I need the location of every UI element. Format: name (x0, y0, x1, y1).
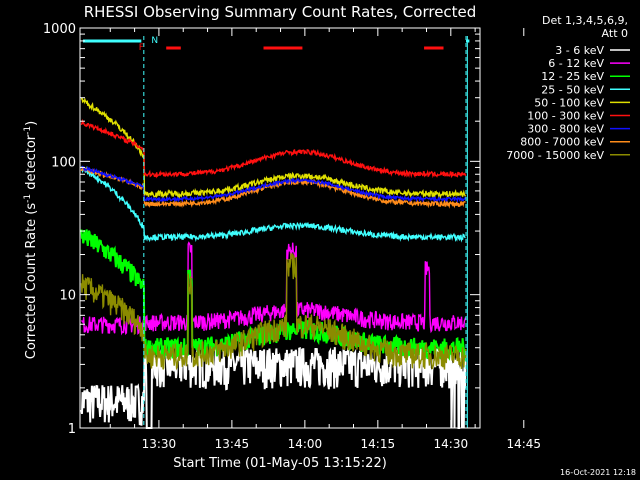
y-axis-label-mid: detector (24, 134, 39, 194)
y-axis-label-sup1: -1 (23, 194, 33, 203)
night-marker-label: N (151, 36, 158, 46)
y-axis-label-sup2: -1 (23, 126, 33, 135)
legend-label-6: 300 - 800 keV (527, 123, 604, 136)
legend-header-line1: Det 1,3,4,5,6,9, (542, 14, 628, 27)
legend-label-8: 7000 - 15000 keV (506, 149, 604, 162)
legend-header-line2: Att 0 (602, 27, 628, 40)
timestamp: 16-Oct-2021 12:18 (560, 468, 636, 477)
x-tick-label-2: 14:00 (288, 437, 323, 451)
y-tick-label-0: 1 (68, 422, 76, 437)
y-tick-label-3: 1000 (43, 22, 76, 37)
chart-title: RHESSI Observing Summary Count Rates, Co… (84, 3, 477, 21)
legend-label-3: 25 - 50 keV (541, 83, 604, 96)
x-tick-label-3: 14:15 (361, 437, 396, 451)
y-axis-label: Corrected Count Rate (s-1 detector-1) (23, 121, 39, 359)
y-axis-label-end: ) (24, 121, 39, 126)
y-axis-label-main: Corrected Count Rate (s (24, 203, 39, 360)
flare-marker-label: F (139, 43, 144, 53)
y-tick-label-2: 100 (51, 155, 76, 170)
legend-label-4: 50 - 100 keV (534, 96, 604, 109)
legend-label-2: 12 - 25 keV (541, 70, 604, 83)
chart-svg: RHESSI Observing Summary Count Rates, Co… (0, 0, 640, 480)
x-tick-label-5: 14:45 (506, 437, 541, 451)
legend-label-7: 800 - 7000 keV (520, 136, 604, 149)
x-tick-label-1: 13:45 (215, 437, 250, 451)
y-tick-label-1: 10 (59, 289, 76, 304)
legend-label-5: 100 - 300 keV (527, 110, 604, 123)
x-axis-label: Start Time (01-May-05 13:15:22) (173, 456, 387, 471)
x-tick-label-0: 13:30 (142, 437, 177, 451)
legend-label-1: 6 - 12 keV (548, 57, 604, 70)
legend-label-0: 3 - 6 keV (555, 44, 604, 57)
x-tick-label-4: 14:30 (434, 437, 469, 451)
